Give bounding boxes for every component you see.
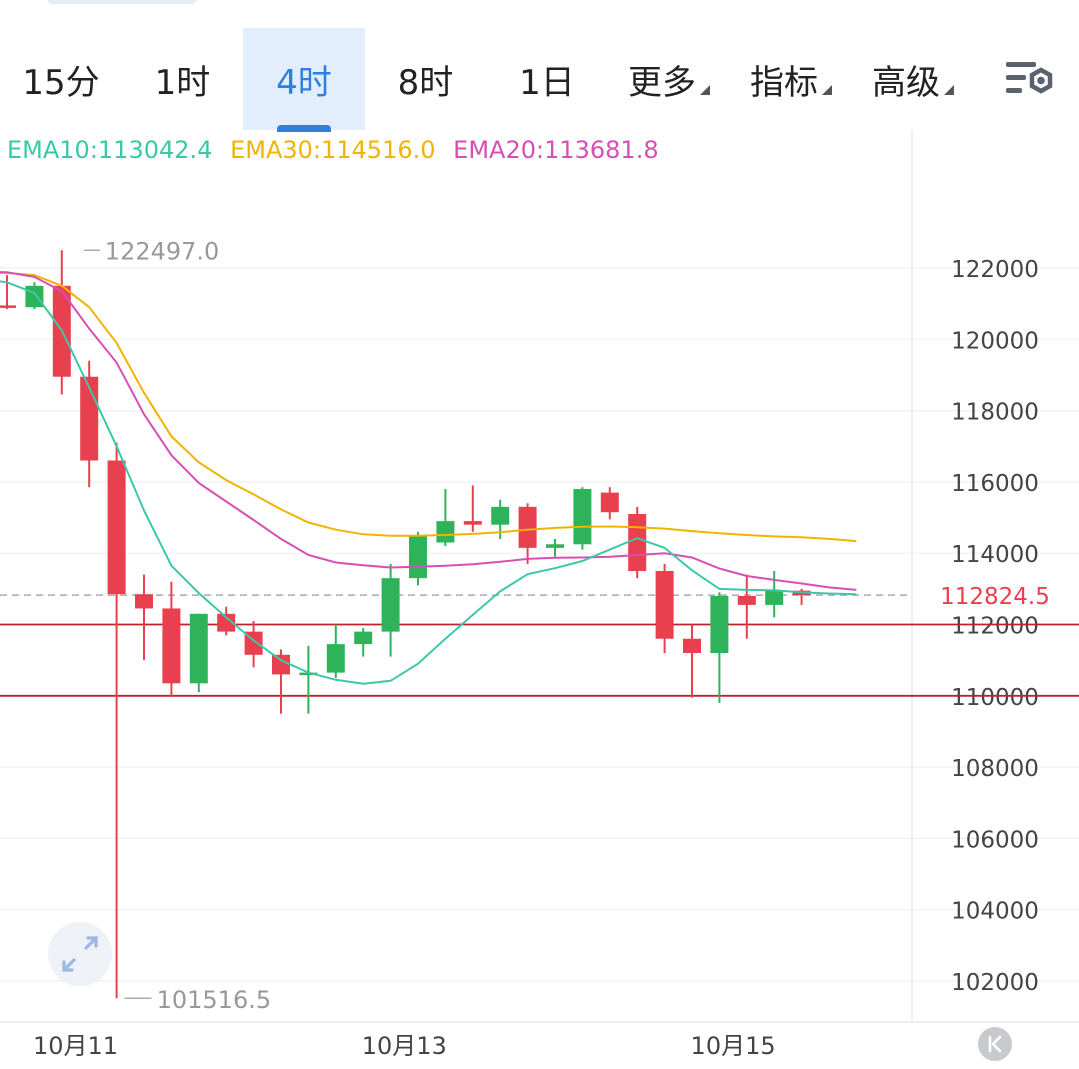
tab-指标[interactable]: 指标 xyxy=(730,28,852,130)
y-tick-label: 106000 xyxy=(951,827,1039,853)
tab-label: 1日 xyxy=(519,62,575,103)
tab-15分[interactable]: 15分 xyxy=(0,28,122,130)
active-tab-indicator xyxy=(277,125,331,132)
y-tick-label: 116000 xyxy=(951,471,1039,497)
rewind-icon xyxy=(988,1035,1002,1053)
ema30-line xyxy=(0,271,857,543)
y-tick-label: 102000 xyxy=(951,970,1039,996)
candle-body xyxy=(546,544,564,548)
candle-body xyxy=(162,608,181,684)
candle-body xyxy=(737,595,756,605)
ema10-label: EMA10:113042.4 xyxy=(7,136,213,164)
tab-label: 4时 xyxy=(276,62,332,103)
tab-1日[interactable]: 1日 xyxy=(486,28,608,130)
y-tick-label: 104000 xyxy=(951,899,1039,925)
tab-高级[interactable]: 高级 xyxy=(852,28,974,130)
chart-settings-icon[interactable] xyxy=(1004,58,1054,100)
candle-body xyxy=(135,594,153,609)
candle-body xyxy=(272,654,290,675)
y-tick-label: 122000 xyxy=(951,257,1039,283)
candle-body xyxy=(600,492,619,513)
candle-body xyxy=(491,506,510,525)
y-tick-label: 108000 xyxy=(951,756,1039,782)
candle-body xyxy=(107,460,126,595)
candle-body xyxy=(25,285,44,308)
ema30-label: EMA30:114516.0 xyxy=(230,136,436,164)
candle-body xyxy=(299,672,318,676)
ema20-line xyxy=(0,271,857,591)
candle-body xyxy=(463,521,482,525)
current-price-label: 112824.5 xyxy=(940,584,1050,610)
top-panel-edge xyxy=(48,0,196,4)
ema20-label: EMA20:113681.8 xyxy=(453,136,659,164)
tab-label: 指标 xyxy=(750,62,818,103)
tab-label: 15分 xyxy=(22,62,100,103)
candle-body xyxy=(436,521,455,543)
candle-body xyxy=(381,578,400,632)
expand-chart-button[interactable] xyxy=(48,922,112,986)
candle-body xyxy=(217,613,236,632)
candle-body xyxy=(189,613,208,684)
timeframe-tabbar: 15分 1时 4时 8时 1日 更多 指标 高级 xyxy=(0,28,1079,132)
expand-icon xyxy=(62,936,98,972)
dropdown-caret-icon xyxy=(944,85,954,95)
candle-body xyxy=(683,638,701,654)
tab-label: 更多 xyxy=(628,62,696,103)
y-tick-label: 110000 xyxy=(951,685,1039,711)
x-tick-label: 10月13 xyxy=(362,1032,447,1060)
y-tick-label: 120000 xyxy=(951,328,1039,354)
y-tick-label: 114000 xyxy=(951,542,1039,568)
tab-label: 高级 xyxy=(872,62,940,103)
candle-body xyxy=(326,644,345,673)
candle-body xyxy=(354,631,373,645)
candle-body xyxy=(0,305,16,308)
scroll-to-start-button[interactable] xyxy=(978,1027,1012,1061)
high-label: 122497.0 xyxy=(105,237,220,265)
tab-4时[interactable]: 4时 xyxy=(243,28,365,132)
low-label: 101516.5 xyxy=(157,986,272,1014)
tab-更多[interactable]: 更多 xyxy=(608,28,730,130)
candle-body xyxy=(518,506,537,548)
candle-body xyxy=(628,513,647,572)
candle-body xyxy=(765,590,784,605)
dropdown-caret-icon xyxy=(700,85,710,95)
candle-body xyxy=(573,489,592,545)
x-tick-label: 10月15 xyxy=(691,1032,776,1060)
tab-label: 8时 xyxy=(397,62,454,103)
ema-legend: EMA10:113042.4 EMA30:114516.0 EMA20:1136… xyxy=(7,136,669,164)
ema10-line xyxy=(0,280,857,685)
tab-1时[interactable]: 1时 xyxy=(122,28,243,130)
candle-body xyxy=(710,595,729,654)
current-price-box xyxy=(922,577,1072,614)
x-tick-label: 10月11 xyxy=(33,1032,118,1060)
tab-label: 1时 xyxy=(154,62,211,103)
candle-body xyxy=(655,571,674,639)
dropdown-caret-icon xyxy=(822,85,832,95)
tab-8时[interactable]: 8时 xyxy=(365,28,486,130)
candle-body xyxy=(409,535,427,579)
y-tick-label: 112000 xyxy=(951,614,1039,640)
y-tick-label: 118000 xyxy=(951,400,1039,426)
